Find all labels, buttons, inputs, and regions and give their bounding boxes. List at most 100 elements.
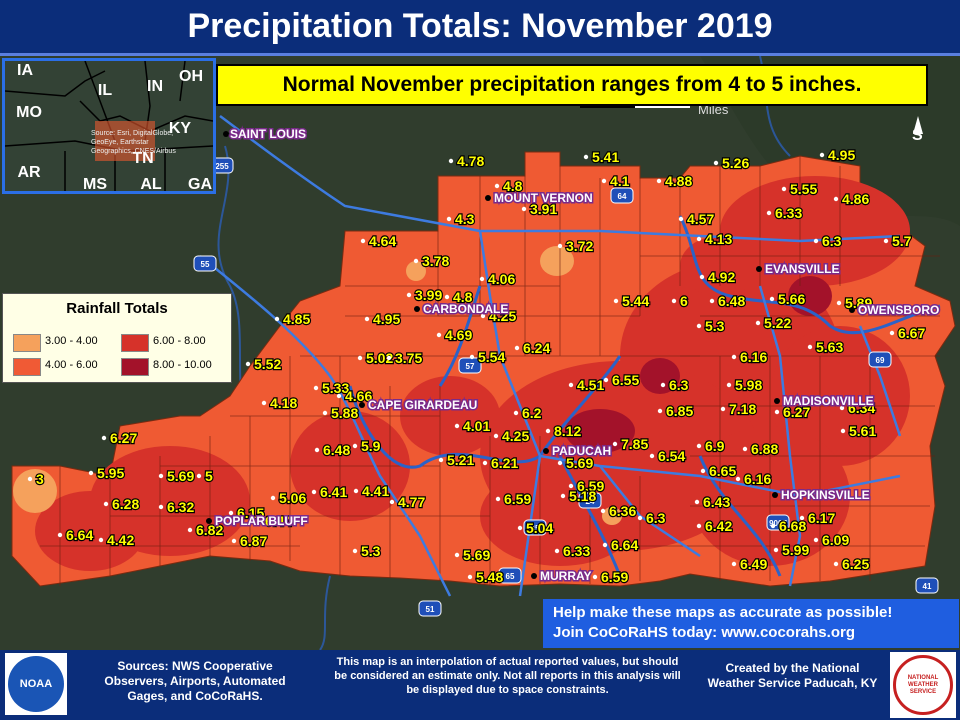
obs-value: 6.43 xyxy=(703,494,730,510)
city-dot xyxy=(531,573,537,579)
obs-dot xyxy=(353,488,359,494)
obs-value: 4.01 xyxy=(463,418,490,434)
obs-value: 3.75 xyxy=(395,350,422,366)
obs-value: 4.13 xyxy=(705,231,732,247)
obs-value: 6.68 xyxy=(779,518,806,534)
highway-number: 9007 xyxy=(769,519,787,528)
obs-dot xyxy=(656,178,662,184)
obs-value: 5.7 xyxy=(892,233,912,249)
obs-value: 6.17 xyxy=(808,510,835,526)
highway-shield-icon xyxy=(418,600,442,617)
highway-shield-icon xyxy=(578,492,602,509)
obs-value: 4.25 xyxy=(502,428,529,444)
obs-dot xyxy=(568,382,574,388)
obs-value: 6.24 xyxy=(523,340,550,356)
obs-value: 6.64 xyxy=(66,527,93,543)
obs-dot xyxy=(819,152,825,158)
obs-value: 5.69 xyxy=(167,468,194,484)
obs-dot xyxy=(807,344,813,350)
obs-dot xyxy=(769,296,775,302)
obs-dot xyxy=(637,515,643,521)
north-arrow-icon xyxy=(913,116,923,134)
inset-state-label: IL xyxy=(98,82,112,99)
obs-dot xyxy=(560,493,566,499)
normal-precip-notice: Normal November precipitation ranges fro… xyxy=(216,64,928,106)
north-label: S xyxy=(912,127,923,144)
city-label: PADUCAH xyxy=(552,444,611,458)
obs-dot xyxy=(261,400,267,406)
obs-value: 7.18 xyxy=(729,401,756,417)
highway-shield-icon xyxy=(610,187,634,204)
nws-logo-icon: NATIONAL WEATHER SERVICE xyxy=(893,655,953,715)
obs-dot xyxy=(27,476,33,482)
obs-dot xyxy=(601,178,607,184)
obs-value: 6.64 xyxy=(611,537,638,553)
obs-value: 6.34 xyxy=(848,400,875,416)
obs-dot xyxy=(696,443,702,449)
inset-state-label: AR xyxy=(17,164,41,181)
obs-dot xyxy=(813,238,819,244)
obs-value: 5.52 xyxy=(254,356,281,372)
obs-value: 4.1 xyxy=(610,173,630,189)
legend-label: 3.00 - 4.00 xyxy=(45,335,98,347)
obs-dot xyxy=(101,435,107,441)
obs-dot xyxy=(480,313,486,319)
obs-value: 5.41 xyxy=(592,149,619,165)
obs-value: 5.66 xyxy=(778,291,805,307)
obs-value: 4.92 xyxy=(708,269,735,285)
obs-dot xyxy=(196,473,202,479)
obs-dot xyxy=(557,460,563,466)
obs-dot xyxy=(735,476,741,482)
obs-dot xyxy=(773,547,779,553)
obs-value: 4.3 xyxy=(455,211,475,227)
inset-state-label: IN xyxy=(147,78,163,95)
inset-state-label: KY xyxy=(169,120,192,137)
obs-value: 4.06 xyxy=(488,271,515,287)
city-dot xyxy=(223,131,229,137)
obs-dot xyxy=(700,468,706,474)
cocorahs-line1: Help make these maps as accurate as poss… xyxy=(553,604,893,621)
obs-dot xyxy=(231,538,237,544)
obs-dot xyxy=(467,574,473,580)
obs-value: 3.99 xyxy=(415,287,442,303)
obs-value: 4.77 xyxy=(398,494,425,510)
city-label: EVANSVILLE xyxy=(765,262,839,276)
obs-dot xyxy=(839,405,845,411)
obs-value: 5.54 xyxy=(478,349,505,365)
obs-dot xyxy=(364,316,370,322)
obs-dot xyxy=(245,361,251,367)
obs-dot xyxy=(513,410,519,416)
noaa-logo: NOAA xyxy=(5,653,67,715)
obs-value: 5.06 xyxy=(279,490,306,506)
obs-dot xyxy=(270,495,276,501)
obs-value: 6.09 xyxy=(822,532,849,548)
county-lines xyxy=(40,156,940,586)
obs-value: 5.02 xyxy=(366,350,393,366)
obs-value: 4.8 xyxy=(453,289,473,305)
obs-value: 3.72 xyxy=(566,238,593,254)
obs-dot xyxy=(517,525,523,531)
obs-value: 5.95 xyxy=(97,465,124,481)
obs-value: 6.48 xyxy=(323,442,350,458)
obs-value: 8.12 xyxy=(554,423,581,439)
obs-dot xyxy=(493,433,499,439)
obs-value: 4.85 xyxy=(283,311,310,327)
obs-value: 6.59 xyxy=(577,478,604,494)
obs-dot xyxy=(602,542,608,548)
obs-dot xyxy=(469,354,475,360)
obs-dot xyxy=(883,238,889,244)
obs-dot xyxy=(336,393,342,399)
highway-shield-icon xyxy=(193,255,217,272)
obs-value: 6.65 xyxy=(709,463,736,479)
obs-dot xyxy=(158,473,164,479)
obs-value: 6.49 xyxy=(740,556,767,572)
obs-dot xyxy=(521,206,527,212)
highway-number: 64 xyxy=(618,192,627,201)
highway-number: 57 xyxy=(466,362,475,371)
obs-dot xyxy=(592,574,598,580)
obs-value: 4.51 xyxy=(577,377,604,393)
obs-dot xyxy=(311,489,317,495)
inset-state-label: GA xyxy=(188,176,212,191)
obs-value: 4.66 xyxy=(345,388,372,404)
inset-state-label: MS xyxy=(83,176,107,191)
